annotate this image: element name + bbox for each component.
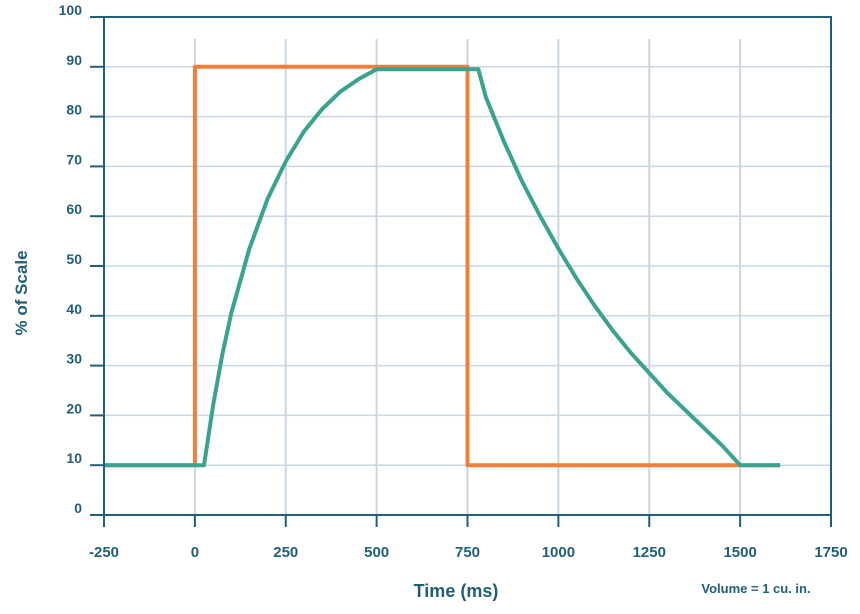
y-tick-label: 70 — [66, 151, 82, 167]
x-tick-label: 0 — [191, 544, 199, 561]
response-curve-line — [104, 67, 781, 468]
y-tick-label: 40 — [66, 301, 82, 317]
y-tick-label: 20 — [66, 400, 82, 416]
tick-layer: 0 10 20 30 40 50 60 70 80 90 100 -250 0 250 500 750 1000… — [59, 2, 848, 561]
y-tick-label: 30 — [66, 351, 82, 367]
x-tick-label: 1250 — [633, 544, 666, 561]
x-tick-label: 500 — [364, 544, 389, 561]
y-axis-label: % of Scale — [12, 250, 31, 335]
x-tick-label: 1750 — [814, 544, 847, 561]
y-tick-label: 90 — [66, 52, 82, 68]
x-tick-label: 750 — [455, 544, 480, 561]
x-tick-label: 1000 — [542, 544, 575, 561]
y-tick-label: 0 — [74, 500, 82, 516]
y-tick-label: 100 — [59, 2, 83, 18]
y-tick-label: 10 — [66, 450, 82, 466]
series-layer — [104, 64, 781, 468]
y-tick-label: 50 — [66, 251, 82, 267]
x-tick-label: 1500 — [723, 544, 756, 561]
x-tick-label: -250 — [89, 544, 119, 561]
y-tick-label: 60 — [66, 201, 82, 217]
x-axis-label: Time (ms) — [414, 581, 499, 601]
x-tick-label: 250 — [273, 544, 298, 561]
volume-note: Volume = 1 cu. in. — [701, 581, 810, 596]
y-tick-label: 80 — [66, 102, 82, 118]
